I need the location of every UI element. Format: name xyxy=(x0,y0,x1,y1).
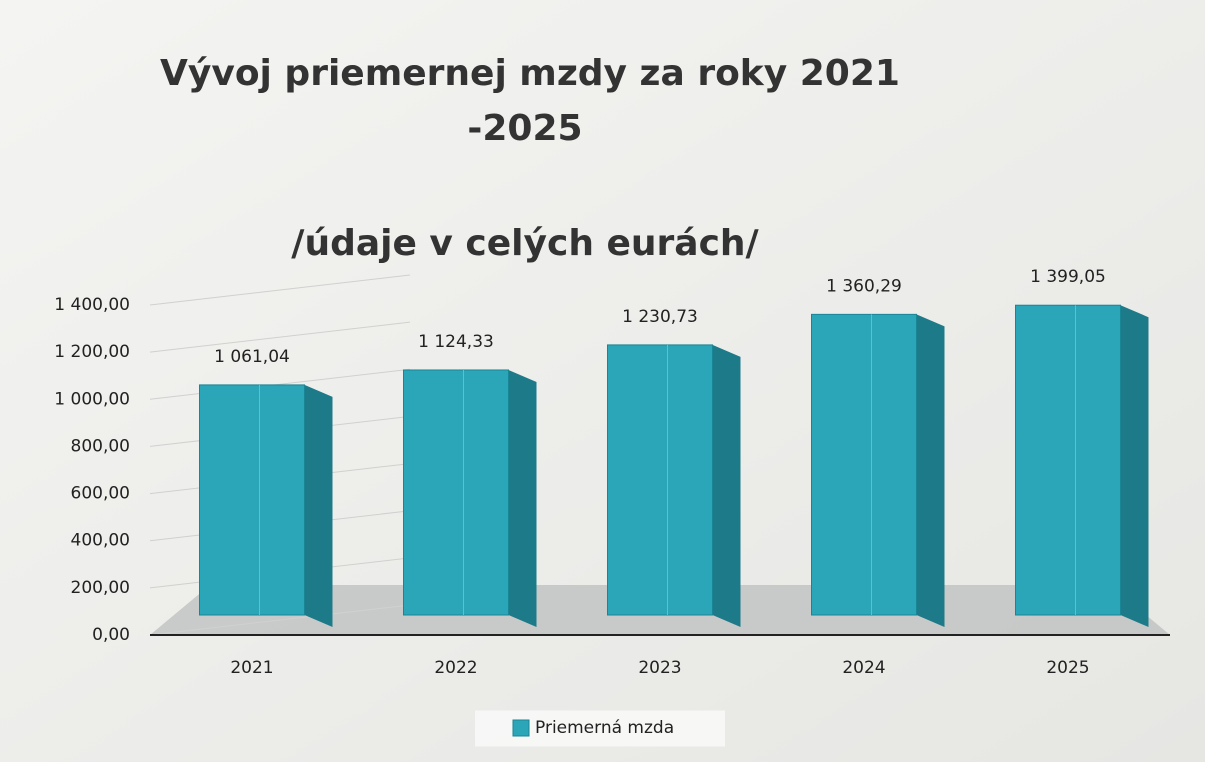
bar-front xyxy=(607,344,713,616)
data-label: 1 230,73 xyxy=(622,307,698,327)
grid-line xyxy=(149,604,411,636)
y-tick-label: 600,00 xyxy=(71,484,130,504)
chart-title: -2025 xyxy=(467,108,582,149)
legend-swatch xyxy=(512,719,530,737)
bar-front xyxy=(1015,304,1121,616)
x-tick-label: 2023 xyxy=(638,658,681,678)
x-tick-label: 2022 xyxy=(434,658,477,678)
grid-line xyxy=(149,368,411,400)
y-tick-label: 0,00 xyxy=(92,625,130,645)
x-tick-label: 2025 xyxy=(1046,658,1089,678)
y-tick-label: 400,00 xyxy=(71,531,130,551)
data-label: 1 061,04 xyxy=(214,347,290,367)
bar-side xyxy=(712,344,741,627)
bar-side xyxy=(508,369,537,627)
bar-side xyxy=(1120,305,1149,627)
bar-side xyxy=(304,384,333,627)
y-tick-label: 1 200,00 xyxy=(54,342,130,362)
x-tick-label: 2021 xyxy=(230,658,273,678)
data-label: 1 124,33 xyxy=(418,332,494,352)
chart-subtitle: /údaje v celých eurách/ xyxy=(291,223,759,264)
bar xyxy=(811,313,945,627)
bar xyxy=(1015,304,1149,627)
grid-line xyxy=(149,274,411,306)
y-tick-label: 800,00 xyxy=(71,436,130,456)
data-label: 1 399,05 xyxy=(1030,267,1106,287)
chart-title: Vývoj priemernej mzdy za roky 2021 xyxy=(160,53,900,94)
bar-front xyxy=(811,313,917,616)
bar xyxy=(607,344,741,627)
y-tick-label: 1 000,00 xyxy=(54,389,130,409)
bar xyxy=(403,369,537,627)
bar-side xyxy=(916,314,945,627)
bar xyxy=(199,384,333,627)
legend-label: Priemerná mzda xyxy=(535,718,674,738)
bar-front xyxy=(199,384,305,616)
y-tick-label: 1 400,00 xyxy=(54,295,130,315)
y-tick-label: 200,00 xyxy=(71,578,130,598)
grid-line xyxy=(149,321,411,353)
data-label: 1 360,29 xyxy=(826,276,902,296)
x-tick-label: 2024 xyxy=(842,658,885,678)
bar-front xyxy=(403,369,509,616)
